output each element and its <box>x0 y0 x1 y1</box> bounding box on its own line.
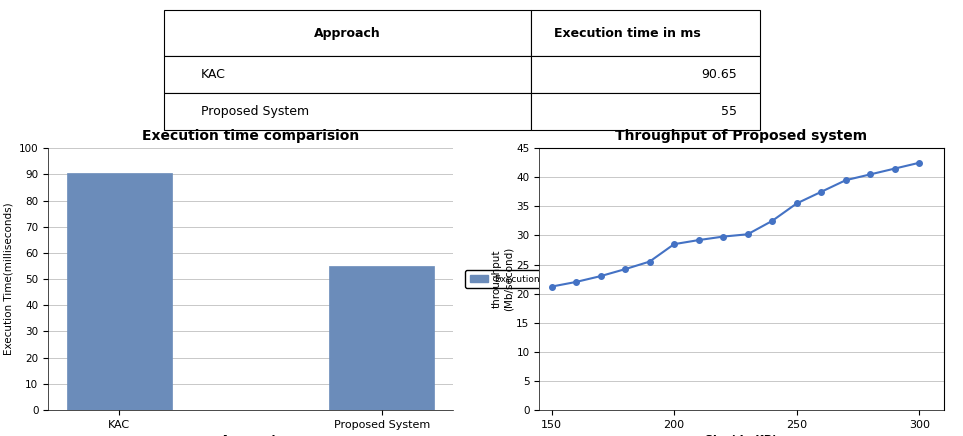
X-axis label: Size( In KB): Size( In KB) <box>705 435 778 436</box>
X-axis label: Approach: Approach <box>221 435 280 436</box>
Legend: Execution time( for 150 Kb): Execution time( for 150 Kb) <box>465 270 625 288</box>
Title: Throughput of Proposed system: Throughput of Proposed system <box>615 129 868 143</box>
Y-axis label: Execution Time(milliseconds): Execution Time(milliseconds) <box>3 203 13 355</box>
Y-axis label: throughput
(Mb/second): throughput (Mb/second) <box>492 247 513 311</box>
Title: Execution time comparision: Execution time comparision <box>142 129 359 143</box>
Bar <box>329 266 434 410</box>
Bar <box>66 173 171 410</box>
